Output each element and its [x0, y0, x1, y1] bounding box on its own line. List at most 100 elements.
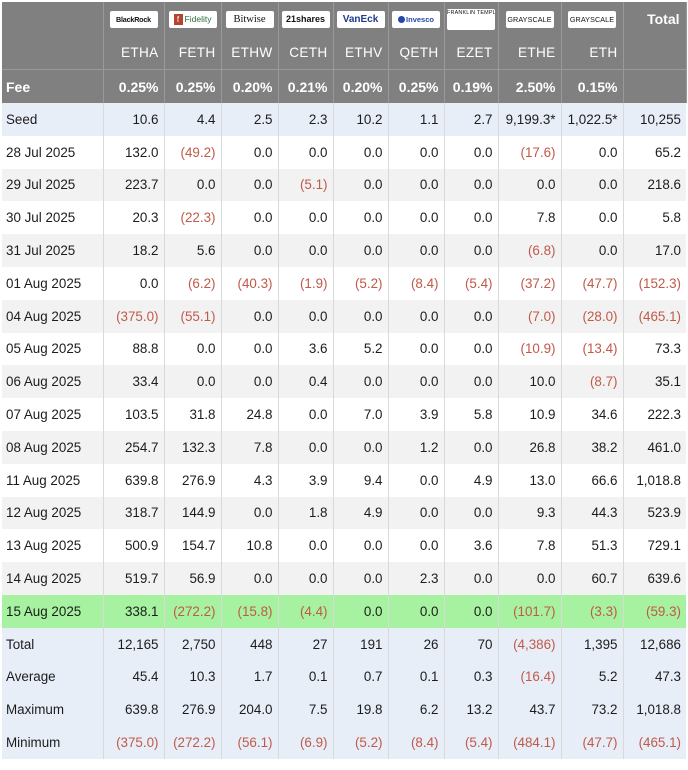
- flow-cell: 3.9: [278, 463, 334, 497]
- flow-cell: 0.0: [221, 299, 279, 333]
- flow-cell: 132.0: [103, 135, 165, 169]
- fee-cell: 0.25%: [103, 69, 165, 103]
- flow-cell: 7.8: [221, 430, 279, 464]
- flow-cell: 4.3: [221, 463, 279, 497]
- issuer-logo: GRAYSCALE: [561, 2, 624, 36]
- flow-cell: 0.0: [388, 594, 445, 628]
- flow-cell: 3.6: [444, 529, 499, 563]
- flow-cell: 38.2: [561, 430, 624, 464]
- flow-cell: 154.7: [164, 529, 222, 563]
- fee-cell: 0.25%: [388, 69, 445, 103]
- flow-cell: (272.2): [164, 594, 222, 628]
- flow-cell: (5.2): [333, 726, 389, 759]
- flow-cell: (6.9): [278, 726, 334, 759]
- flow-cell: (484.1): [498, 726, 562, 759]
- table-row: Total 12,165 2,750 448 27 191 26 70 (4,386) 1,395…: [2, 627, 686, 661]
- flow-cell: (375.0): [103, 299, 165, 333]
- flow-cell: 0.0: [278, 201, 334, 235]
- flow-cell: 0.0: [333, 529, 389, 563]
- row-label: Average: [2, 660, 104, 694]
- flow-cell: 9.4: [333, 463, 389, 497]
- bitwise-logo: Bitwise: [225, 10, 274, 28]
- flow-cell: (272.2): [164, 726, 222, 759]
- ticker-cell: FETH: [164, 36, 222, 70]
- flow-cell: 0.0: [444, 234, 499, 267]
- issuer-logo: FRANKLIN TEMPLETON: [444, 2, 499, 36]
- flow-cell: 0.0: [561, 201, 624, 235]
- flow-cell: (1.9): [278, 266, 334, 300]
- table-row: 05 Aug 2025 88.8 0.0 0.0 3.6 5.2 0.0 0.0 (10.9)(…: [2, 332, 686, 366]
- table-row: 06 Aug 2025 33.4 0.0 0.0 0.4 0.0 0.0 0.0 10.0 (8.…: [2, 365, 686, 399]
- flow-cell: 18.2: [103, 234, 165, 267]
- flow-cell: 0.0: [388, 168, 445, 202]
- flow-cell: (10.9): [498, 332, 562, 366]
- flow-cell: 0.0: [221, 562, 279, 595]
- flow-cell: 0.0: [444, 201, 499, 235]
- flow-cell: 0.0: [561, 135, 624, 169]
- flow-cell: 0.0: [333, 594, 389, 628]
- flow-cell: 0.0: [388, 496, 445, 530]
- flow-cell: 0.0: [103, 266, 165, 300]
- flow-cell: (7.0): [498, 299, 562, 333]
- flow-cell: 0.0: [278, 234, 334, 267]
- flow-cell: 0.0: [388, 529, 445, 563]
- flow-cell: 0.0: [333, 299, 389, 333]
- row-label: 29 Jul 2025: [2, 168, 104, 202]
- flow-cell: 0.0: [444, 594, 499, 628]
- flow-cell: 204.0: [221, 693, 279, 727]
- row-label: 06 Aug 2025: [2, 365, 104, 399]
- flow-cell: 0.0: [561, 168, 624, 202]
- flow-cell: (47.7): [561, 266, 624, 300]
- flow-cell: 13.0: [498, 463, 562, 497]
- flow-cell: 2.5: [221, 103, 279, 136]
- flow-cell: 0.0: [333, 430, 389, 464]
- flow-cell: 24.8: [221, 398, 279, 431]
- row-label: 12 Aug 2025: [2, 496, 104, 530]
- flow-cell: 4.4: [164, 103, 222, 136]
- flow-cell: (8.4): [388, 266, 445, 300]
- flow-cell: 1,395: [561, 627, 624, 661]
- flow-cell: 70: [444, 627, 499, 661]
- flow-cell: 20.3: [103, 201, 165, 235]
- flow-cell: 0.0: [388, 365, 445, 399]
- flow-cell: 276.9: [164, 463, 222, 497]
- flow-cell: 0.0: [278, 430, 334, 464]
- flow-cell: (56.1): [221, 726, 279, 759]
- flow-cell: (5.4): [444, 726, 499, 759]
- flow-cell: (4.4): [278, 594, 334, 628]
- flow-cell: 0.0: [388, 234, 445, 267]
- flow-cell: 0.0: [164, 365, 222, 399]
- ticker-cell: ETH: [561, 36, 624, 70]
- flow-cell: 51.3: [561, 529, 624, 563]
- fee-label: Fee: [2, 69, 104, 103]
- flow-cell: (47.7): [561, 726, 624, 759]
- flow-cell: 1,022.5*: [561, 103, 624, 136]
- flow-cell: 0.7: [333, 660, 389, 694]
- flow-cell: 2,750: [164, 627, 222, 661]
- flow-cell: 639.8: [103, 693, 165, 727]
- flow-cell: 6.2: [388, 693, 445, 727]
- flow-cell: (5.1): [278, 168, 334, 202]
- total-cell: 73.3: [623, 332, 686, 366]
- flow-cell: 0.0: [388, 201, 445, 235]
- flow-cell: 144.9: [164, 496, 222, 530]
- table-row: 12 Aug 2025 318.7 144.9 0.0 1.8 4.9 0.0 0.0 9.3 4…: [2, 496, 686, 530]
- flow-cell: 3.9: [388, 398, 445, 431]
- flow-cell: 7.5: [278, 693, 334, 727]
- flow-cell: (6.8): [498, 234, 562, 267]
- row-label: 28 Jul 2025: [2, 135, 104, 169]
- flow-cell: (5.4): [444, 266, 499, 300]
- flow-cell: (6.2): [164, 266, 222, 300]
- eth-etf-flows-table: BlackRock f Fidelity Bitwise 21shares Van…: [2, 2, 687, 759]
- flow-cell: 73.2: [561, 693, 624, 727]
- row-label: 31 Jul 2025: [2, 234, 104, 267]
- flow-cell: 43.7: [498, 693, 562, 727]
- flow-cell: 0.0: [444, 562, 499, 595]
- flow-cell: 2.3: [278, 103, 334, 136]
- flow-cell: 0.0: [498, 562, 562, 595]
- flow-cell: 0.0: [221, 168, 279, 202]
- flow-cell: 0.0: [444, 430, 499, 464]
- table-row: 29 Jul 2025 223.7 0.0 0.0 (5.1) 0.0 0.0 0.0 0.0 0…: [2, 168, 686, 202]
- flow-cell: 0.0: [388, 463, 445, 497]
- ticker-cell: ETHE: [498, 36, 562, 70]
